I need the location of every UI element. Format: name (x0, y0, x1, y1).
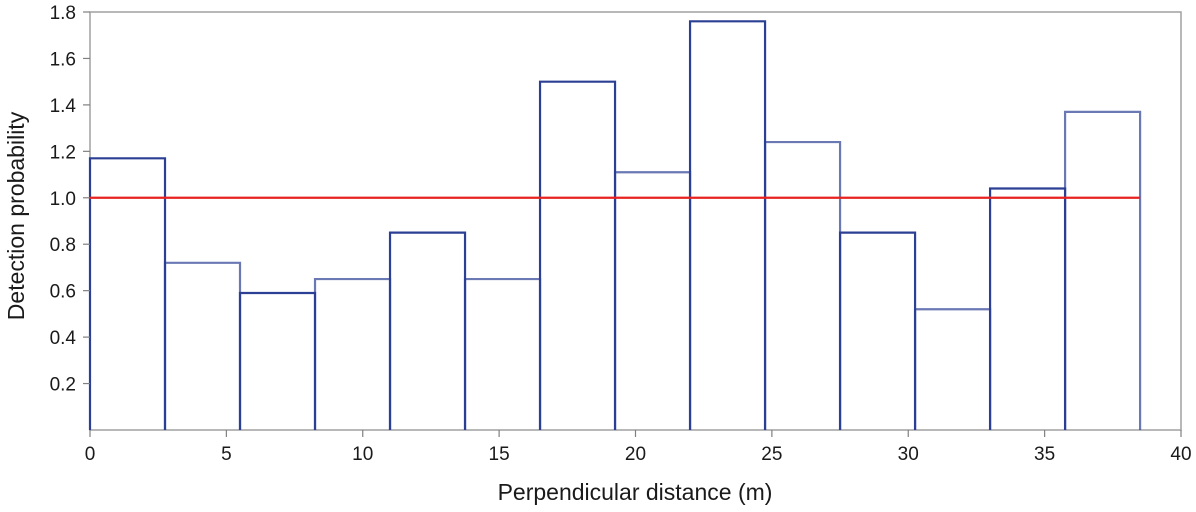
x-tick-label: 10 (352, 444, 373, 465)
y-tick-label: 0.4 (50, 328, 77, 349)
histogram-bars (88, 20, 1142, 430)
histogram-bin-13 (1063, 110, 1142, 430)
x-tick-label: 35 (1034, 444, 1055, 465)
y-tick-label: 0.2 (50, 375, 76, 396)
x-axis-title: Perpendicular distance (m) (498, 479, 773, 505)
x-tick-label: 40 (1170, 444, 1191, 465)
x-tick-label: 15 (489, 444, 510, 465)
y-tick-label: 1.6 (50, 49, 76, 70)
y-tick-label: 1.0 (50, 189, 76, 210)
x-tick-label: 5 (221, 444, 232, 465)
plot-frame (89, 11, 1182, 431)
x-axis-ticks: 0 5 10 15 20 25 30 35 40 (85, 430, 1192, 465)
x-tick-label: 30 (898, 444, 919, 465)
y-tick-label: 0.8 (50, 235, 76, 256)
y-tick-label: 1.4 (50, 96, 77, 117)
x-tick-label: 25 (761, 444, 782, 465)
y-tick-label: 1.2 (50, 142, 76, 163)
x-tick-label: 0 (85, 444, 96, 465)
x-tick-label: 20 (625, 444, 646, 465)
y-tick-label: 0.6 (50, 282, 76, 303)
y-tick-label: 1.8 (50, 3, 76, 24)
y-axis-ticks: 0.2 0.4 0.6 0.8 1.0 1.2 1.4 1.6 1.8 (50, 3, 90, 396)
y-axis-title: Detection probability (3, 111, 29, 320)
